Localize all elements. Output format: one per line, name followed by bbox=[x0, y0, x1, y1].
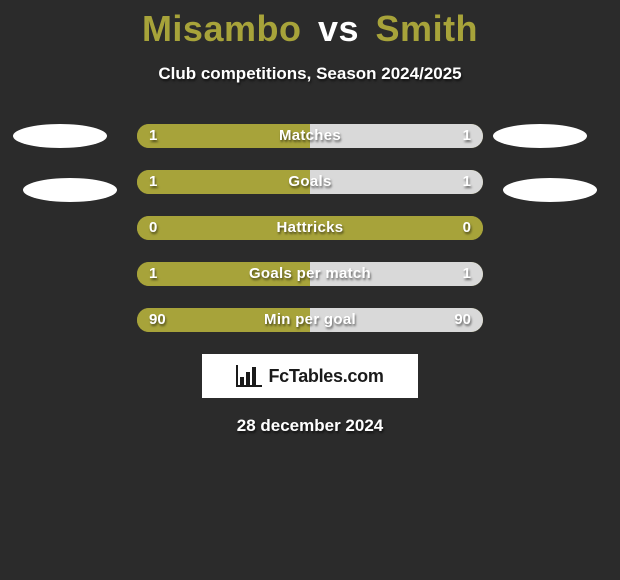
stat-row: 11Matches bbox=[137, 124, 483, 148]
stat-fill-player2 bbox=[310, 308, 483, 332]
stat-row: 11Goals bbox=[137, 170, 483, 194]
player2-name: Smith bbox=[376, 8, 479, 49]
stat-fill-player2 bbox=[310, 170, 483, 194]
branding-text: FcTables.com bbox=[268, 366, 383, 387]
subtitle: Club competitions, Season 2024/2025 bbox=[0, 64, 620, 84]
stat-row: 00Hattricks bbox=[137, 216, 483, 240]
bar-chart-icon bbox=[236, 365, 262, 387]
decor-ellipse-left-1 bbox=[13, 124, 107, 148]
stat-fill-player2 bbox=[310, 124, 483, 148]
stat-row: 9090Min per goal bbox=[137, 308, 483, 332]
vs-separator: vs bbox=[318, 8, 359, 49]
stats-panel: 11Matches 11Goals 00Hattricks 11Goals per m… bbox=[137, 124, 483, 332]
date-text: 28 december 2024 bbox=[0, 416, 620, 436]
stat-fill-player1 bbox=[137, 124, 310, 148]
branding-badge: FcTables.com bbox=[202, 354, 418, 398]
stat-fill-player2 bbox=[310, 262, 483, 286]
comparison-title: Misambo vs Smith bbox=[0, 0, 620, 50]
stat-fill-player1 bbox=[137, 170, 310, 194]
stat-fill-player1 bbox=[137, 216, 483, 240]
decor-ellipse-left-2 bbox=[23, 178, 117, 202]
decor-ellipse-right-1 bbox=[493, 124, 587, 148]
stat-fill-player1 bbox=[137, 262, 310, 286]
decor-ellipse-right-2 bbox=[503, 178, 597, 202]
stat-row: 11Goals per match bbox=[137, 262, 483, 286]
player1-name: Misambo bbox=[142, 8, 302, 49]
stat-fill-player1 bbox=[137, 308, 310, 332]
